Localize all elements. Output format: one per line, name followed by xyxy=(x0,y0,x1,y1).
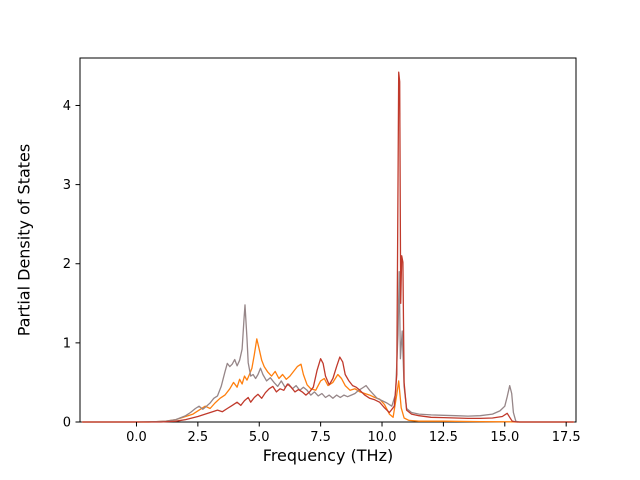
x-axis-label: Frequency (THz) xyxy=(262,446,394,465)
pdos-orange-line xyxy=(81,338,575,423)
y-tick-label: 0 xyxy=(63,416,71,431)
x-tick-label: 12.5 xyxy=(429,430,458,445)
x-tick-label: 17.5 xyxy=(552,430,581,445)
x-tick-label: 7.5 xyxy=(310,430,331,445)
y-tick-label: 4 xyxy=(63,99,71,114)
pdos-red-line xyxy=(81,71,575,423)
x-tick-label: 2.5 xyxy=(188,430,209,445)
pdos-gray-line xyxy=(81,271,575,423)
x-tick-label: 0.0 xyxy=(126,430,147,445)
x-tick-label: 5.0 xyxy=(249,430,270,445)
y-tick-label: 2 xyxy=(63,257,71,272)
plot-border xyxy=(79,57,577,423)
x-tick-label: 10.0 xyxy=(368,430,397,445)
y-axis-label: Partial Density of States xyxy=(14,143,34,337)
y-tick-label: 1 xyxy=(63,336,71,351)
y-tick-label: 3 xyxy=(63,178,71,193)
x-tick-label: 15.0 xyxy=(490,430,519,445)
